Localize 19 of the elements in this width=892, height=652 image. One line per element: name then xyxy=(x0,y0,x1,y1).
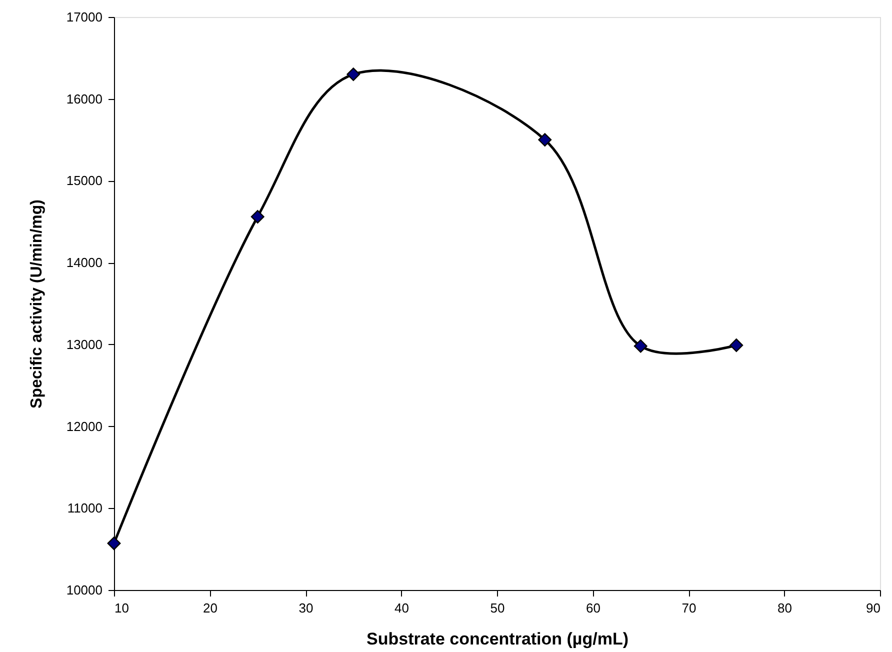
x-tick-label: 10 xyxy=(114,600,129,616)
x-tick-label: 30 xyxy=(298,600,314,616)
x-tick-label: 50 xyxy=(490,600,505,616)
x-axis-title: Substrate concentration (µg/mL) xyxy=(366,630,628,648)
y-tick-label: 14000 xyxy=(66,255,102,270)
y-tick-label: 17000 xyxy=(66,10,102,24)
x-tick-label: 40 xyxy=(394,600,409,616)
x-tick-label: 90 xyxy=(866,600,880,616)
x-tick-label: 70 xyxy=(682,600,696,616)
x-tick-label: 80 xyxy=(778,600,792,616)
y-tick-label: 10000 xyxy=(66,582,102,598)
y-tick-label: 12000 xyxy=(66,418,102,434)
y-tick-label: 11000 xyxy=(67,500,102,516)
x-tick-label: 60 xyxy=(586,600,600,616)
y-tick-label: 16000 xyxy=(66,91,102,106)
y-tick-label: 15000 xyxy=(66,173,102,188)
x-tick-label: 20 xyxy=(203,600,218,616)
y-tick-label: 13000 xyxy=(66,336,102,352)
y-axis-title: Specific activity (U/min/mg) xyxy=(28,200,46,408)
